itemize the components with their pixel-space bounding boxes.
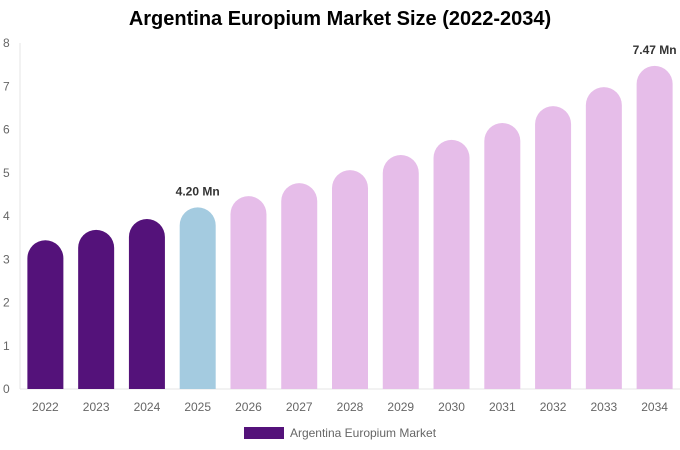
bar-2032 [535, 106, 572, 389]
legend-swatch [243, 427, 284, 439]
x-tick-label: 2022 [32, 400, 59, 414]
y-tick-label: 1 [3, 339, 10, 353]
x-tick-label: 2033 [590, 400, 617, 414]
x-tick-label: 2031 [489, 400, 516, 414]
bar-2031 [484, 123, 521, 389]
bar-2027 [281, 183, 318, 389]
y-tick-label: 6 [3, 123, 10, 137]
data-label-2025: 4.20 Mn [176, 184, 220, 198]
chart-title: Argentina Europium Market Size (2022-203… [128, 8, 552, 30]
bar-2034 [636, 65, 673, 390]
x-tick-label: 2028 [337, 400, 364, 414]
y-tick-label: 8 [3, 36, 10, 50]
bar-2030 [433, 139, 470, 389]
x-tick-label: 2023 [83, 400, 110, 414]
y-tick-label: 2 [3, 296, 10, 310]
x-tick-label: 2025 [184, 400, 211, 414]
y-tick-label: 5 [3, 166, 10, 180]
x-tick-label: 2024 [134, 400, 161, 414]
data-label-2034: 7.47 Mn [633, 43, 677, 57]
bar-2025 [179, 207, 216, 389]
x-tick-label: 2034 [641, 400, 668, 414]
legend-label: Argentina Europium Market [289, 426, 437, 440]
bar-2023 [78, 229, 115, 389]
y-tick-label: 4 [3, 209, 10, 223]
bar-2026 [230, 196, 267, 389]
x-tick-label: 2029 [387, 400, 414, 414]
x-tick-label: 2032 [540, 400, 567, 414]
bar-2024 [128, 219, 165, 389]
y-tick-label: 7 [3, 79, 10, 93]
x-tick-label: 2026 [235, 400, 262, 414]
bar-2029 [382, 155, 419, 389]
legend: Argentina Europium Market [0, 426, 680, 440]
bar-2022 [27, 240, 64, 389]
bar-2033 [585, 87, 622, 390]
bar-2028 [332, 170, 368, 389]
x-tick-label: 2027 [286, 400, 313, 414]
x-tick-label: 2030 [438, 400, 465, 414]
y-tick-label: 3 [3, 252, 10, 266]
y-tick-label: 0 [3, 382, 10, 396]
